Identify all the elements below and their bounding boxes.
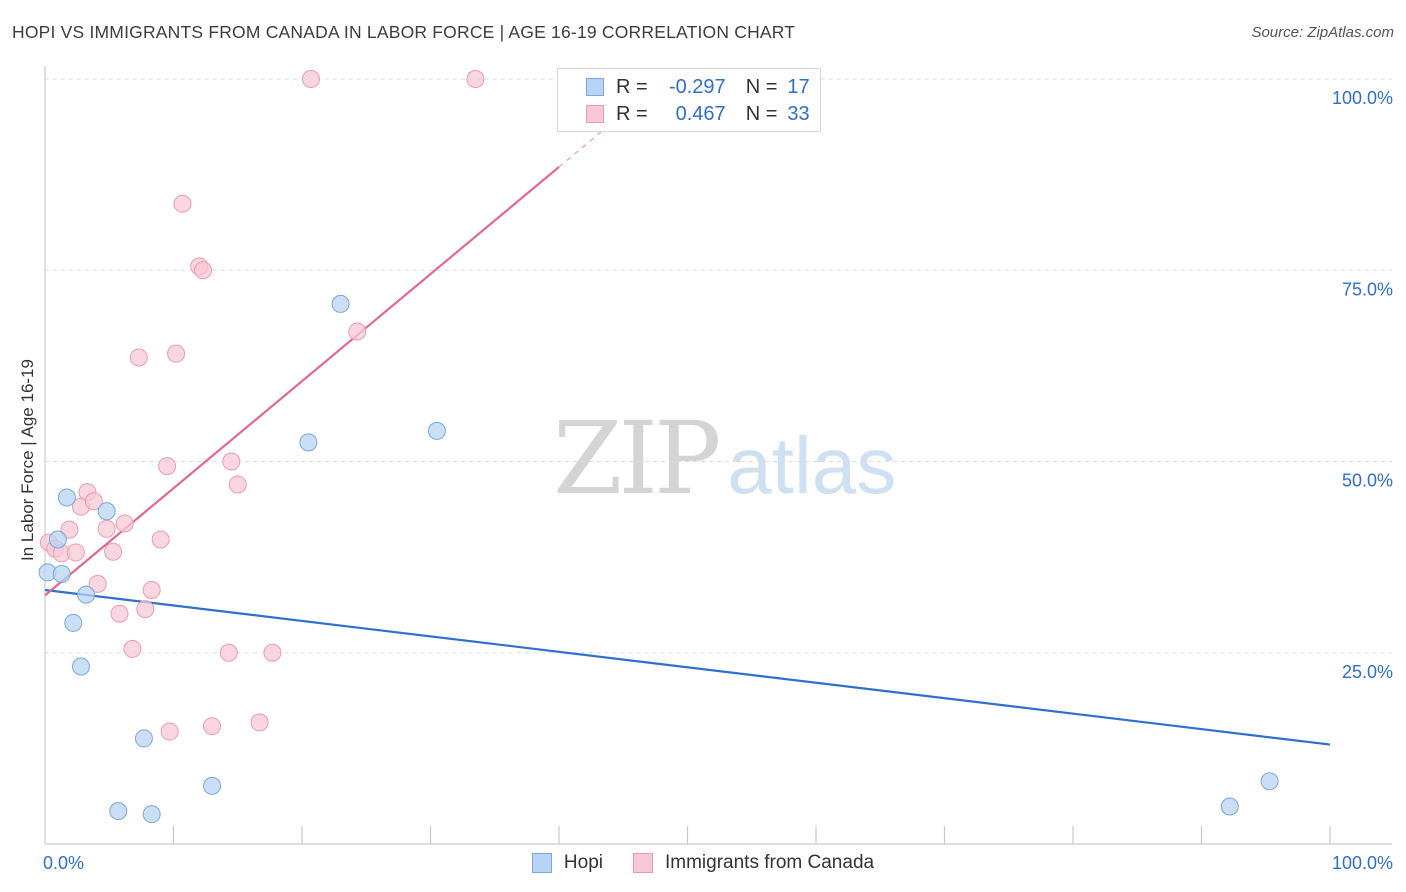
legend-hopi-r-label: R = <box>616 75 648 98</box>
canada-point-31 <box>348 322 367 341</box>
legend-canada-r-label: R = <box>616 102 648 125</box>
tick-labels: 25.0% 50.0% 75.0% 100.0% 0.0% 100.0% <box>43 88 1393 873</box>
hopi-point-2 <box>52 564 71 583</box>
canada-point-29 <box>263 643 282 662</box>
y-tick-label-25: 25.0% <box>1342 662 1393 682</box>
hopi-point-1 <box>48 530 67 549</box>
data-points <box>38 70 1279 824</box>
canada-point-32 <box>466 70 485 88</box>
legend-canada-n-label: N = <box>745 102 778 125</box>
x-tick-label-0: 0.0% <box>43 853 84 873</box>
canada-point-7 <box>84 492 103 511</box>
canada-point-9 <box>97 519 116 538</box>
canada-point-15 <box>136 600 155 619</box>
hopi-point-5 <box>71 657 90 676</box>
canada-point-14 <box>129 348 148 367</box>
legend-canada-n-value: 33 <box>787 102 810 125</box>
canada-point-17 <box>151 530 170 549</box>
legend-label-hopi: Hopi <box>563 852 603 873</box>
legend-item-hopi: Hopi <box>531 852 603 874</box>
watermark: ZIP atlas <box>553 400 896 517</box>
axes <box>44 66 1392 845</box>
canada-point-10 <box>104 542 123 561</box>
canada-point-18 <box>158 457 177 476</box>
y-tick-label-75: 75.0% <box>1342 279 1393 299</box>
source-label: Source: ZipAtlas.com <box>1251 24 1394 41</box>
canada-point-13 <box>123 639 142 658</box>
hopi-point-16 <box>1260 772 1279 791</box>
legend-swatch-canada-bottom <box>633 853 653 873</box>
canada-point-24 <box>203 717 222 736</box>
legend-canada-r-value: 0.467 <box>675 102 726 125</box>
legend-row-canada: R = 0.467 N = 33 <box>586 101 810 127</box>
hopi-point-11 <box>203 776 222 795</box>
canada-point-23 <box>194 261 213 280</box>
legend-swatch-canada <box>586 105 604 123</box>
legend-item-canada: Immigrants from Canada <box>633 852 874 874</box>
hopi-point-12 <box>299 433 318 452</box>
canada-point-30 <box>301 70 320 88</box>
legend-hopi-r-value: -0.297 <box>668 75 726 98</box>
x-tick-label-100: 100.0% <box>1332 853 1393 873</box>
canada-point-16 <box>142 581 161 600</box>
hopi-point-9 <box>134 729 153 748</box>
legend-swatch-hopi-bottom <box>531 853 552 873</box>
y-axis-label: In Labor Force | Age 16-19 <box>18 359 37 561</box>
correlation-legend: R = -0.297 N = 17 R = 0.467 N = 33 <box>557 68 821 132</box>
canada-point-4 <box>66 543 85 562</box>
canada-point-28 <box>250 713 269 732</box>
series-legend: Hopi Immigrants from Canada <box>0 852 1406 874</box>
hopi-point-10 <box>142 805 161 824</box>
legend-swatch-hopi <box>586 78 604 96</box>
hopi-point-4 <box>64 613 83 632</box>
hopi-point-8 <box>109 802 128 821</box>
trend-line-hopi <box>44 588 1331 746</box>
chart-title: HOPI VS IMMIGRANTS FROM CANADA IN LABOR … <box>12 22 796 42</box>
watermark-zip: ZIP <box>553 400 721 517</box>
y-tick-label-100: 100.0% <box>1332 88 1393 108</box>
canada-point-20 <box>167 344 186 363</box>
canada-point-26 <box>222 452 241 471</box>
trend-line-canada-extension <box>558 129 605 168</box>
hopi-point-15 <box>1220 797 1239 816</box>
hopi-point-7 <box>97 502 116 521</box>
legend-hopi-n-value: 17 <box>787 75 810 98</box>
legend-hopi-n-label: N = <box>745 75 778 98</box>
hopi-point-13 <box>331 294 350 313</box>
y-tick-label-50: 50.0% <box>1342 471 1393 491</box>
canada-point-27 <box>228 475 247 494</box>
canada-point-11 <box>110 604 129 623</box>
canada-point-12 <box>115 514 134 533</box>
grid-lines <box>45 78 1392 654</box>
canada-point-25 <box>219 643 238 662</box>
hopi-point-14 <box>427 421 446 440</box>
hopi-point-6 <box>77 585 96 604</box>
legend-label-canada: Immigrants from Canada <box>665 852 875 873</box>
canada-point-21 <box>173 194 192 213</box>
watermark-atlas: atlas <box>727 421 897 510</box>
legend-row-hopi: R = -0.297 N = 17 <box>586 74 810 100</box>
canada-point-3 <box>60 520 79 539</box>
hopi-point-3 <box>57 488 76 507</box>
canada-point-19 <box>160 722 179 741</box>
canada-point-8 <box>88 574 107 593</box>
